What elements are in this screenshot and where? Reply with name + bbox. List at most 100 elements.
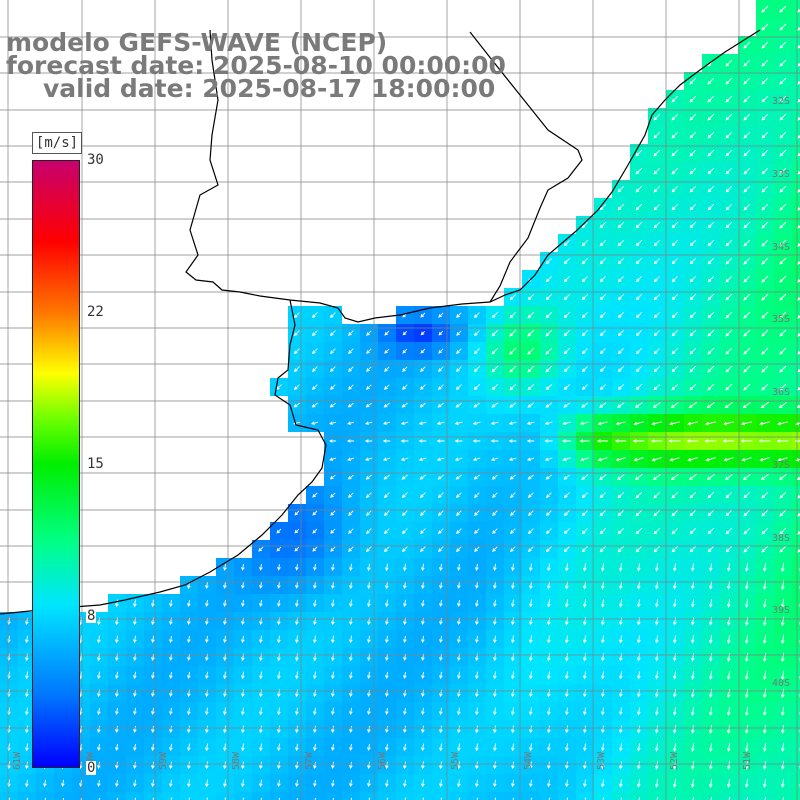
wind-arrow (188, 797, 190, 800)
wind-arrow (689, 167, 697, 175)
wind-arrow (133, 707, 137, 716)
latitude-label: 39S (772, 605, 790, 616)
wind-arrow (761, 167, 769, 175)
wind-speed-cell (180, 792, 198, 800)
wind-arrow (205, 581, 209, 590)
wind-arrow (599, 221, 607, 229)
wind-arrow (724, 402, 733, 409)
wind-arrow (491, 347, 499, 355)
wind-arrow (690, 653, 695, 662)
wind-arrow (384, 366, 390, 372)
wind-arrow (367, 743, 371, 752)
wind-arrow (656, 797, 659, 800)
wind-arrow (313, 635, 317, 644)
wind-arrow (600, 725, 605, 734)
wind-arrow (689, 329, 697, 337)
wind-arrow (475, 743, 479, 752)
wind-arrow (761, 5, 769, 13)
wind-arrow (115, 743, 119, 752)
wind-arrow (761, 491, 769, 499)
wind-arrow (674, 797, 677, 800)
wind-arrow (689, 275, 697, 283)
wind-arrow (151, 707, 155, 716)
wind-speed-cell (144, 792, 162, 800)
wind-arrow (169, 599, 173, 608)
wind-arrow (689, 185, 697, 193)
wind-speed-cell (792, 468, 800, 486)
wind-arrow (617, 509, 625, 517)
wind-arrow (582, 779, 587, 788)
wind-arrow (310, 421, 319, 425)
wind-arrow (439, 725, 443, 734)
wind-arrow (689, 365, 697, 373)
wind-arrow (510, 546, 516, 552)
wind-arrow (382, 421, 391, 425)
wind-arrow (367, 599, 371, 608)
wind-speed-cell (612, 792, 630, 800)
wind-arrow (617, 527, 625, 535)
wind-arrow (25, 779, 29, 788)
wind-arrow (510, 528, 516, 534)
wind-arrow (654, 725, 659, 734)
wind-arrow (494, 797, 496, 800)
wind-arrow (618, 761, 623, 770)
wind-arrow (402, 384, 408, 390)
wind-arrow (780, 616, 785, 627)
wind-arrow (509, 294, 516, 301)
wind-speed-cell (792, 792, 800, 800)
wind-arrow (653, 491, 661, 499)
wind-arrow (403, 581, 407, 590)
wind-arrow (475, 563, 479, 572)
wind-arrow (475, 671, 479, 680)
wind-arrow (404, 797, 406, 800)
wind-arrow (795, 421, 800, 426)
wind-speed-cell (522, 792, 540, 800)
wind-arrow (419, 474, 427, 480)
wind-arrow (456, 330, 462, 336)
latitude-label: 37S (772, 460, 790, 471)
wind-arrow (364, 421, 373, 425)
wind-arrow (761, 311, 769, 319)
wind-arrow (599, 384, 606, 391)
wind-arrow (401, 492, 408, 499)
wind-arrow (348, 348, 354, 354)
wind-arrow (511, 599, 515, 608)
wind-arrow (726, 706, 731, 717)
wind-arrow (725, 95, 733, 103)
wind-arrow (582, 707, 587, 716)
wind-arrow (151, 743, 155, 752)
wind-speed-cell (198, 792, 216, 800)
wind-arrow (546, 653, 551, 662)
wind-arrow (439, 581, 443, 590)
wind-arrow (205, 635, 209, 644)
longitude-label: 55W (450, 751, 461, 770)
wind-arrow (617, 384, 624, 391)
wind-arrow (690, 742, 695, 752)
wind-arrow (224, 797, 226, 800)
wind-arrow (403, 743, 407, 752)
wind-arrow (456, 348, 462, 354)
wind-arrow (761, 383, 769, 391)
wind-arrow (653, 509, 661, 517)
wind-speed-cell (342, 792, 360, 800)
wind-arrow (761, 365, 769, 373)
latitude-label: 33S (772, 169, 790, 180)
wind-arrow (580, 457, 590, 462)
wind-arrow (187, 779, 191, 788)
wind-arrow (547, 779, 551, 788)
wind-arrow (366, 366, 372, 372)
wind-arrow (511, 779, 515, 788)
wind-arrow (313, 599, 317, 608)
wind-arrow (582, 653, 587, 662)
wind-arrow (509, 311, 517, 319)
wind-arrow (329, 330, 336, 337)
wind-arrow (669, 457, 680, 462)
wind-arrow (368, 797, 370, 800)
wind-arrow (581, 294, 588, 301)
wind-arrow (602, 797, 605, 800)
wind-arrow (581, 222, 588, 229)
wind-arrow (403, 761, 407, 770)
wind-arrow (492, 725, 497, 734)
wind-arrow (439, 671, 443, 680)
